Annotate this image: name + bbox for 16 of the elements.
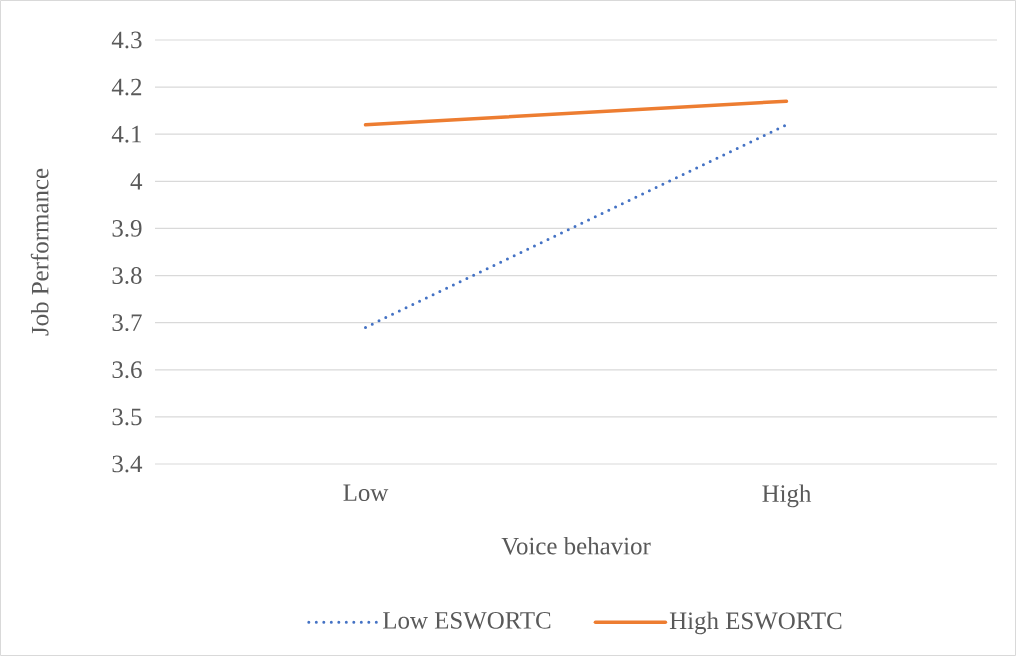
y-axis-title: Job Performance [30, 168, 49, 336]
x-tick-label: High [762, 484, 812, 508]
y-tick-label: 3.4 [112, 455, 143, 473]
y-tick-label: 4.2 [111, 78, 142, 96]
legend-label: Low ESWORTC [383, 612, 551, 629]
y-tick-label: 3.6 [112, 361, 142, 379]
y-tick-label: 3.8 [112, 267, 142, 285]
x-tick-label: Low [343, 484, 389, 502]
y-tick-label: 4.1 [111, 125, 141, 143]
y-tick-label: 3.7 [112, 314, 142, 332]
y-tick-label: 3.5 [112, 408, 142, 426]
x-axis-title: Voice behavior [501, 537, 651, 555]
y-tick-label: 3.9 [112, 220, 142, 237]
y-tick-label: 4 [130, 173, 143, 190]
legend-label: High ESWORTC [669, 611, 842, 635]
y-tick-label: 4.3 [111, 31, 142, 49]
